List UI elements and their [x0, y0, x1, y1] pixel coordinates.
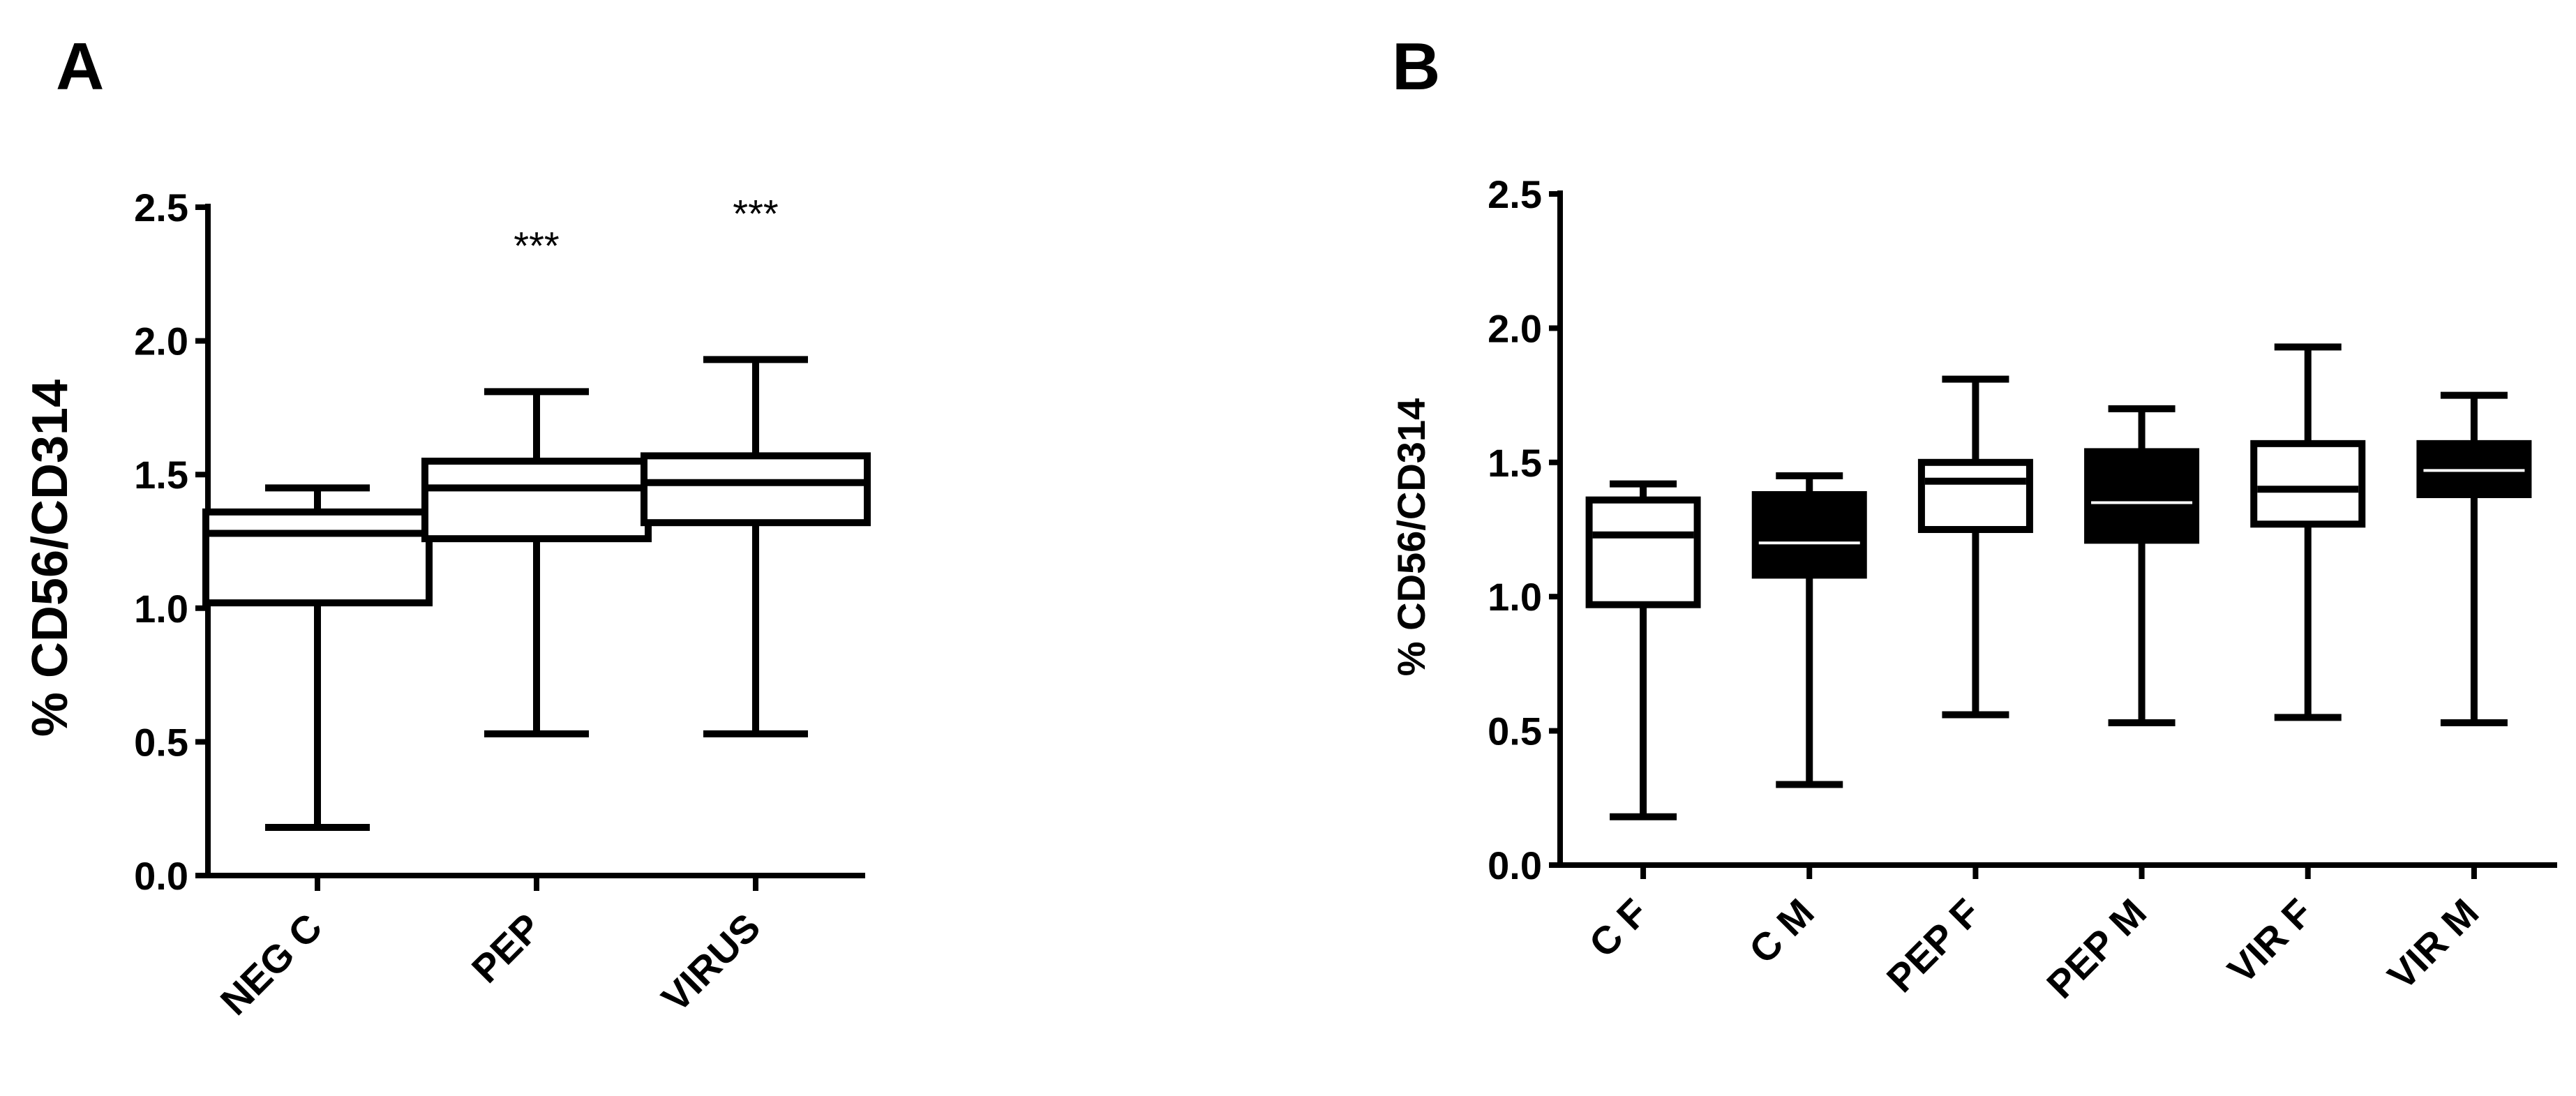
panel-b-y-tick-label: 1.0	[1488, 575, 1542, 619]
panel-a-y-axis-label: % CD56/CD314	[22, 380, 78, 737]
panel-b-y-tick-label: 0.5	[1488, 710, 1542, 753]
panel-b-y-tick-label: 1.5	[1488, 441, 1542, 485]
panel-b-x-tick-label: PEP M	[2038, 890, 2155, 1007]
panel-b-y-tick-label: 2.0	[1488, 306, 1542, 350]
panel-a-x-tick-label: VIRUS	[653, 905, 769, 1021]
panel-a-box	[641, 452, 871, 527]
panel-b-box	[1917, 458, 2033, 533]
panel-b-x-tick-label: PEP F	[1878, 890, 1989, 1000]
panel-a-y-tick-label: 0.0	[134, 854, 188, 898]
panel-a-box	[421, 458, 652, 543]
panel-b-letter: B	[1392, 29, 1440, 104]
panel-b-box	[1751, 490, 1867, 579]
panel-a-y-tick-label: 1.5	[134, 453, 188, 497]
panel-a-x-tick-label: PEP	[463, 905, 550, 991]
panel-a-y-tick-label: 0.5	[134, 720, 188, 764]
panel-b-y-tick-label: 2.5	[1488, 172, 1542, 216]
panel-b-x-tick-label: C F	[1580, 890, 1656, 966]
panel-b-x-tick-label: VIR F	[2219, 890, 2321, 992]
panel-a-y-tick-label: 1.0	[134, 587, 188, 631]
panel-b-box	[1585, 496, 1701, 608]
panel-a: A % CD56/CD314 0.0 0.5 1.0 1.5 2.0 2.5 NEG C **…	[22, 29, 871, 1023]
panel-a-box	[202, 508, 433, 607]
panel-b-y-tick-label: 0.0	[1488, 843, 1542, 887]
panel-b-x-tick-label: VIR M	[2379, 890, 2487, 998]
panel-a-y-tick-label: 2.5	[134, 186, 188, 230]
panel-b-y-axis-label: % CD56/CD314	[1389, 398, 1433, 676]
panel-b-x-tick-label: C M	[1741, 890, 1822, 972]
panel-b: B % CD56/CD314 0.0 0.5 1.0 1.5 2.0 2.5 C F C M P…	[1389, 29, 2557, 1007]
panel-b-box	[2084, 448, 2200, 544]
panel-a-letter: A	[56, 29, 104, 104]
panel-a-y-tick-label: 2.0	[134, 320, 188, 363]
panel-b-box	[2250, 440, 2366, 528]
panel-a-significance-annotation: ***	[514, 223, 559, 267]
panel-a-x-tick-label: NEG C	[212, 905, 331, 1023]
panel-a-significance-annotation: ***	[733, 191, 778, 235]
